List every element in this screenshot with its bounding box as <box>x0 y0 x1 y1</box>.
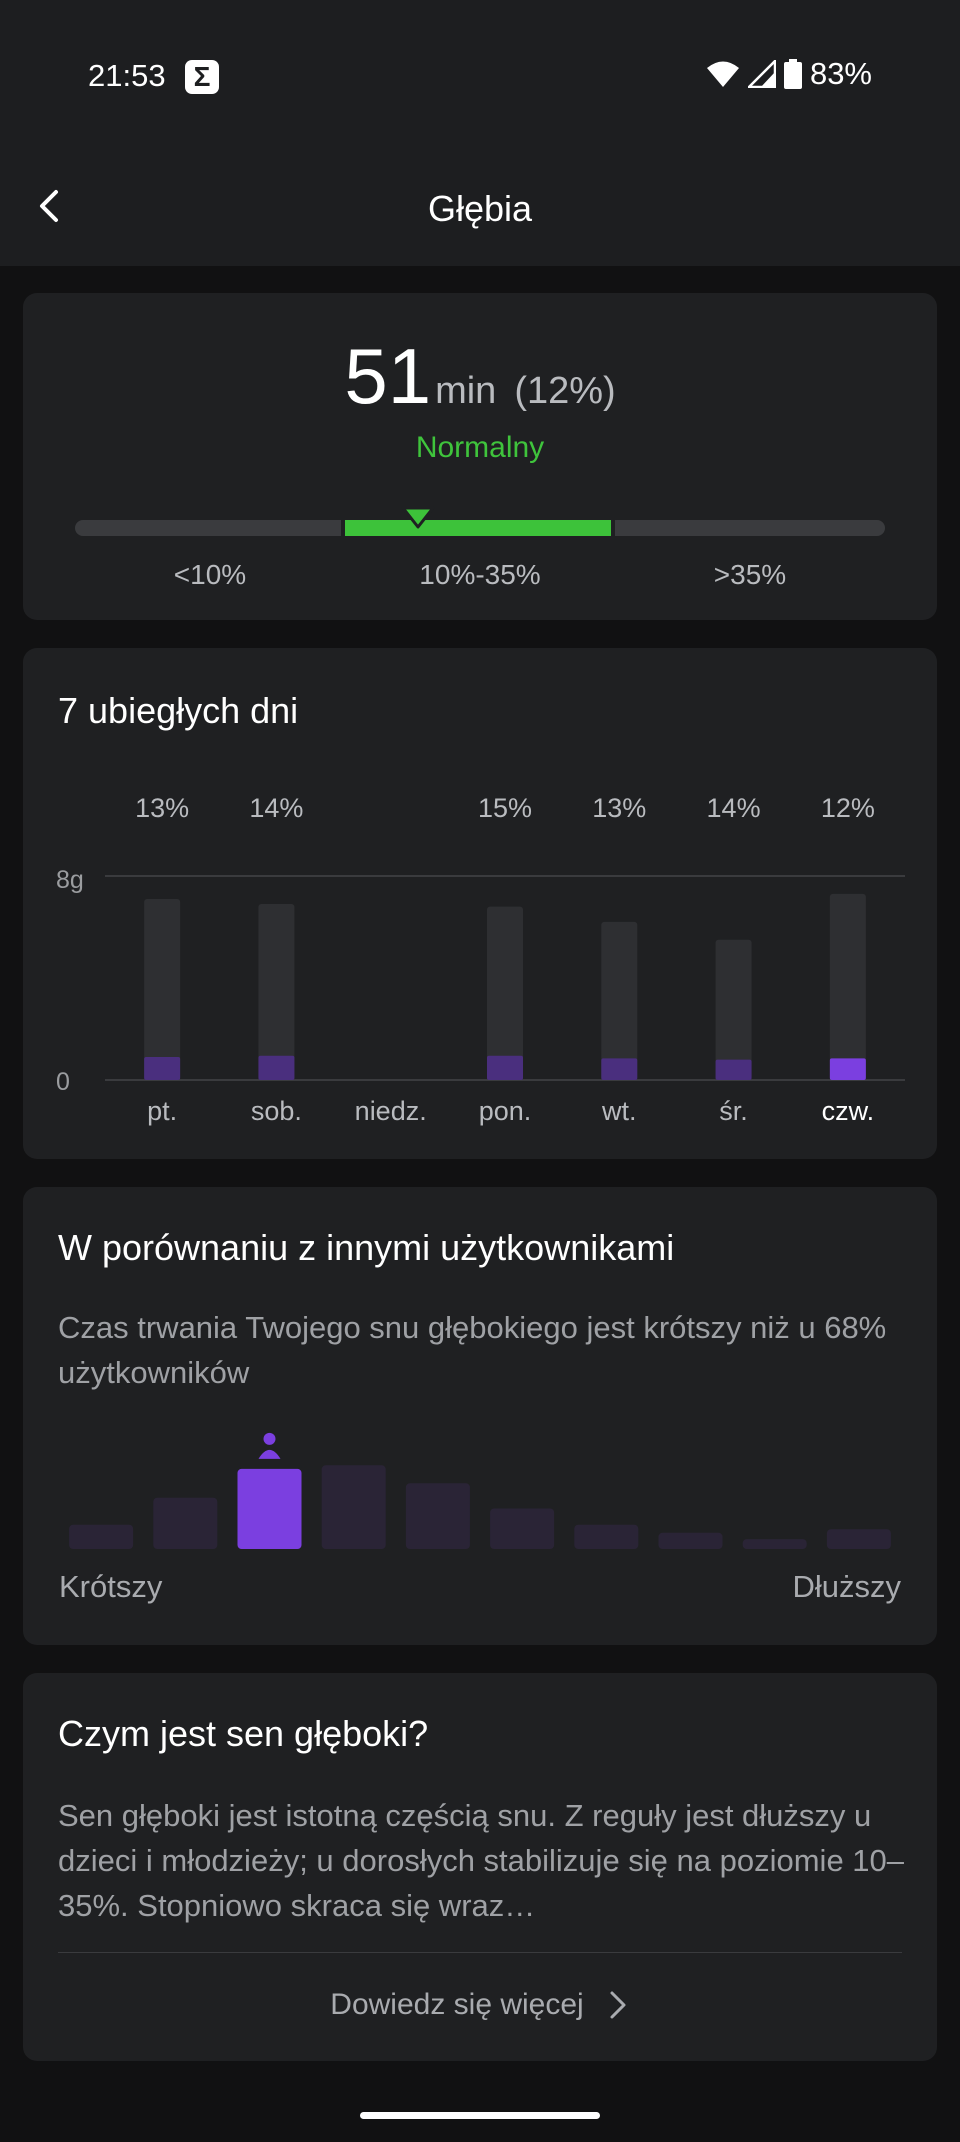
deep-sleep-unit: min <box>435 370 497 412</box>
distribution-bar <box>490 1508 555 1549</box>
deep-sleep-bar <box>715 1059 752 1080</box>
summary-card: 51 min (12%) Normalny <10% 10%-35% >35% <box>23 293 937 620</box>
day-label: pon. <box>478 1096 532 1126</box>
current-value-marker-icon <box>401 506 435 529</box>
signal-icon <box>747 60 776 88</box>
chevron-right-icon <box>610 1991 626 2019</box>
comparison-card: W porównaniu z innymi użytkownikami Czas… <box>23 1187 937 1645</box>
range-bar <box>75 520 885 536</box>
total-sleep-bar <box>487 906 523 1080</box>
distribution-bar <box>69 1524 134 1549</box>
learn-more-label: Dowiedz się więcej <box>330 1988 584 2021</box>
comparison-description: Czas trwania Twojego snu głębokiego jest… <box>58 1310 887 1390</box>
info-card: Czym jest sen głęboki? Sen głęboki jest … <box>23 1673 937 2061</box>
user-distribution-bar <box>237 1468 302 1549</box>
distribution-bar <box>153 1497 218 1549</box>
chevron-left-icon <box>40 190 58 222</box>
info-title: Czym jest sen głęboki? <box>58 1713 429 1754</box>
day-label: sob. <box>250 1096 302 1126</box>
comparison-title: W porównaniu z innymi użytkownikami <box>58 1227 675 1268</box>
app-notification-icon: Σ <box>185 60 219 94</box>
back-button[interactable] <box>28 182 78 232</box>
weekly-chart-card: 7 ubiegłych dni 8g 0 13% 14% 15% 13% 14% 12% … <box>23 648 937 1159</box>
learn-more-link[interactable]: Dowiedz się więcej <box>23 1988 937 2022</box>
deep-sleep-bar <box>258 1055 295 1080</box>
day-label: wt. <box>602 1096 637 1126</box>
deep-sleep-bar <box>144 1057 181 1080</box>
longer-label: Dłuższy <box>792 1569 901 1604</box>
deep-sleep-value-row: 51 min (12%) <box>23 331 937 422</box>
status-bar: 21:53 Σ 83% <box>0 0 960 150</box>
day-label: niedz. <box>354 1096 427 1126</box>
total-sleep-bar <box>829 893 866 1080</box>
deep-sleep-bar <box>487 1055 523 1080</box>
total-sleep-bar <box>601 921 638 1080</box>
y-axis-min-label: 0 <box>56 1068 70 1096</box>
distribution-bar <box>405 1483 470 1549</box>
battery-icon <box>783 59 802 89</box>
percent-label: 14% <box>706 793 761 823</box>
range-normal-label: 10%-35% <box>419 559 541 590</box>
wifi-icon <box>706 61 739 87</box>
home-indicator[interactable] <box>360 2112 600 2119</box>
percent-label: 13% <box>135 793 190 823</box>
app-header: Głębia <box>0 150 960 266</box>
distribution-bar <box>658 1532 723 1549</box>
range-high-label: >35% <box>713 559 787 590</box>
total-sleep-bar <box>258 904 295 1080</box>
range-normal-segment <box>345 520 611 536</box>
distribution-bar <box>321 1465 386 1549</box>
divider <box>58 1952 902 1953</box>
deep-sleep-percent: (12%) <box>514 370 616 412</box>
total-sleep-bar <box>715 939 752 1080</box>
deep-sleep-bar <box>829 1058 866 1080</box>
status-right: 83% <box>706 56 872 92</box>
percent-label: 14% <box>249 793 304 823</box>
day-label: śr. <box>719 1096 748 1126</box>
user-marker-icon <box>258 1432 281 1459</box>
distribution-bar <box>742 1539 807 1549</box>
range-low-segment <box>75 520 341 536</box>
day-label: pt. <box>147 1096 178 1126</box>
deep-sleep-bar <box>601 1058 638 1080</box>
range-high-segment <box>615 520 885 536</box>
deep-sleep-minutes: 51 <box>344 332 432 420</box>
status-time: 21:53 <box>88 58 166 93</box>
info-text: Sen głęboki jest istotną częścią snu. Z … <box>58 1798 905 1923</box>
percent-label: 13% <box>592 793 647 823</box>
shorter-label: Krótszy <box>59 1569 163 1604</box>
total-sleep-bar <box>144 898 181 1080</box>
range-low-label: <10% <box>173 559 247 590</box>
battery-percent: 83% <box>809 56 872 91</box>
percent-label: 12% <box>820 793 875 823</box>
y-axis-max-label: 8g <box>56 866 84 894</box>
status-label: Normalny <box>415 431 545 464</box>
percent-label: 15% <box>477 793 533 823</box>
distribution-bar <box>574 1524 639 1549</box>
page-title: Głębia <box>427 188 533 229</box>
distribution-chart <box>69 1432 891 1549</box>
distribution-bar <box>826 1529 891 1549</box>
day-label: czw. <box>821 1096 875 1126</box>
weekly-title: 7 ubiegłych dni <box>58 690 299 731</box>
